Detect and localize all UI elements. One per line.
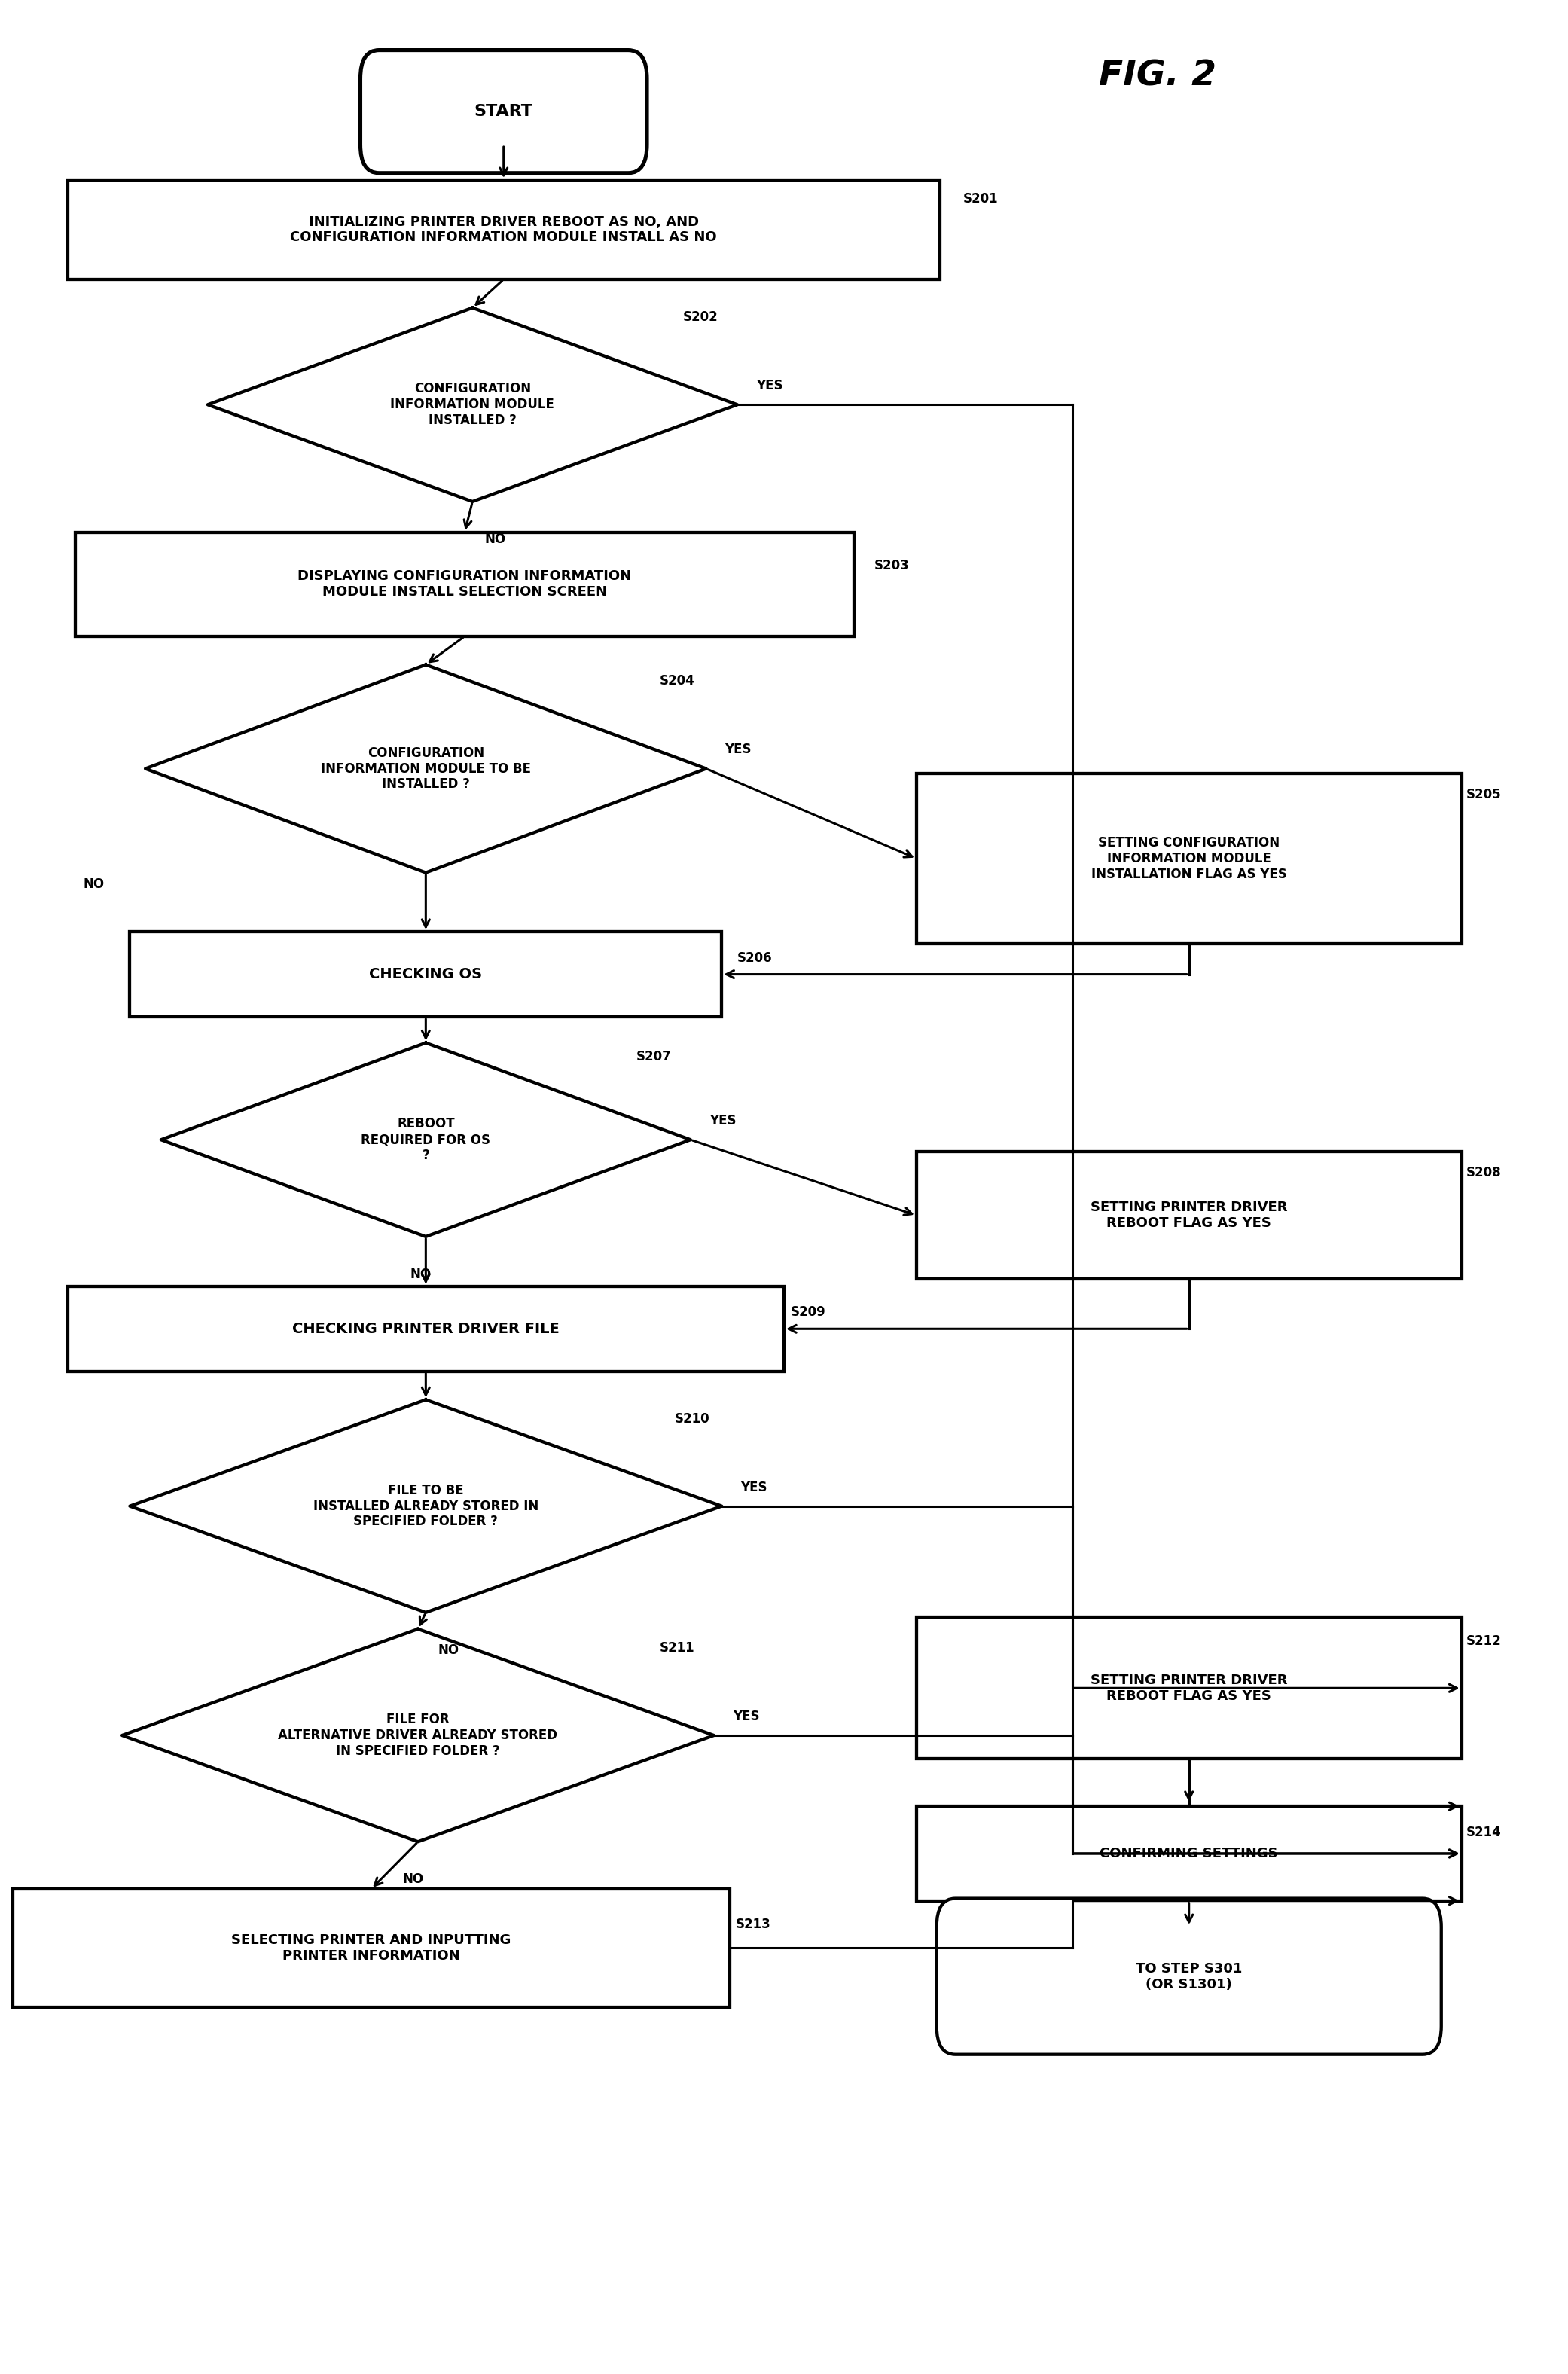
Text: NO: NO bbox=[83, 878, 105, 890]
Text: TO STEP S301
(OR S1301): TO STEP S301 (OR S1301) bbox=[1135, 1961, 1242, 1992]
Polygon shape bbox=[130, 1401, 721, 1612]
Text: S213: S213 bbox=[735, 1918, 771, 1930]
Text: S206: S206 bbox=[737, 952, 773, 964]
Text: S201: S201 bbox=[963, 192, 999, 207]
Text: INITIALIZING PRINTER DRIVER REBOOT AS NO, AND
CONFIGURATION INFORMATION MODULE I: INITIALIZING PRINTER DRIVER REBOOT AS NO… bbox=[290, 216, 717, 245]
Text: YES: YES bbox=[724, 743, 751, 757]
Text: YES: YES bbox=[740, 1481, 767, 1493]
Text: FILE TO BE
INSTALLED ALREADY STORED IN
SPECIFIED FOLDER ?: FILE TO BE INSTALLED ALREADY STORED IN S… bbox=[314, 1484, 538, 1529]
Text: NO: NO bbox=[437, 1643, 459, 1657]
Text: DISPLAYING CONFIGURATION INFORMATION
MODULE INSTALL SELECTION SCREEN: DISPLAYING CONFIGURATION INFORMATION MOD… bbox=[298, 570, 632, 598]
Text: SETTING PRINTER DRIVER
REBOOT FLAG AS YES: SETTING PRINTER DRIVER REBOOT FLAG AS YE… bbox=[1090, 1201, 1287, 1230]
Text: YES: YES bbox=[756, 380, 782, 392]
Text: S205: S205 bbox=[1466, 788, 1501, 802]
Text: CHECKING PRINTER DRIVER FILE: CHECKING PRINTER DRIVER FILE bbox=[292, 1322, 560, 1337]
Text: CONFIRMING SETTINGS: CONFIRMING SETTINGS bbox=[1099, 1847, 1278, 1861]
Bar bbox=[916, 1617, 1461, 1759]
Text: YES: YES bbox=[732, 1709, 759, 1724]
Bar bbox=[130, 931, 721, 1016]
Text: S202: S202 bbox=[682, 311, 718, 323]
Text: NO: NO bbox=[485, 532, 506, 546]
Text: S209: S209 bbox=[790, 1306, 825, 1320]
Text: S207: S207 bbox=[637, 1049, 671, 1064]
FancyBboxPatch shape bbox=[936, 1899, 1441, 2054]
Polygon shape bbox=[162, 1042, 690, 1237]
Bar bbox=[916, 1807, 1461, 1902]
Text: FIG. 2: FIG. 2 bbox=[1099, 59, 1217, 93]
Text: CHECKING OS: CHECKING OS bbox=[368, 966, 483, 980]
Text: SELECTING PRINTER AND INPUTTING
PRINTER INFORMATION: SELECTING PRINTER AND INPUTTING PRINTER … bbox=[232, 1932, 511, 1963]
Bar bbox=[916, 1151, 1461, 1280]
Text: CONFIGURATION
INFORMATION MODULE TO BE
INSTALLED ?: CONFIGURATION INFORMATION MODULE TO BE I… bbox=[321, 745, 532, 791]
Text: CONFIGURATION
INFORMATION MODULE
INSTALLED ?: CONFIGURATION INFORMATION MODULE INSTALL… bbox=[390, 382, 555, 427]
Polygon shape bbox=[122, 1629, 713, 1842]
FancyBboxPatch shape bbox=[361, 50, 648, 173]
Text: S214: S214 bbox=[1466, 1826, 1502, 1840]
Text: FILE FOR
ALTERNATIVE DRIVER ALREADY STORED
IN SPECIFIED FOLDER ?: FILE FOR ALTERNATIVE DRIVER ALREADY STOR… bbox=[278, 1714, 558, 1757]
Text: SETTING PRINTER DRIVER
REBOOT FLAG AS YES: SETTING PRINTER DRIVER REBOOT FLAG AS YE… bbox=[1090, 1674, 1287, 1702]
Text: REBOOT
REQUIRED FOR OS
?: REBOOT REQUIRED FOR OS ? bbox=[361, 1118, 491, 1163]
Polygon shape bbox=[146, 665, 706, 874]
Text: S210: S210 bbox=[674, 1413, 710, 1424]
Text: NO: NO bbox=[403, 1873, 423, 1887]
Bar bbox=[67, 1287, 784, 1372]
Text: START: START bbox=[474, 104, 533, 119]
Text: S212: S212 bbox=[1466, 1633, 1502, 1648]
Text: S203: S203 bbox=[875, 558, 909, 572]
Bar bbox=[13, 1890, 729, 2006]
Text: S208: S208 bbox=[1466, 1166, 1501, 1180]
Bar bbox=[75, 532, 855, 636]
Text: YES: YES bbox=[709, 1113, 735, 1128]
Text: S211: S211 bbox=[660, 1640, 695, 1655]
Bar bbox=[916, 774, 1461, 942]
Text: SETTING CONFIGURATION
INFORMATION MODULE
INSTALLATION FLAG AS YES: SETTING CONFIGURATION INFORMATION MODULE… bbox=[1091, 836, 1287, 881]
Text: NO: NO bbox=[411, 1268, 431, 1282]
Text: S204: S204 bbox=[660, 674, 695, 688]
Bar bbox=[67, 180, 939, 280]
Polygon shape bbox=[207, 309, 737, 501]
